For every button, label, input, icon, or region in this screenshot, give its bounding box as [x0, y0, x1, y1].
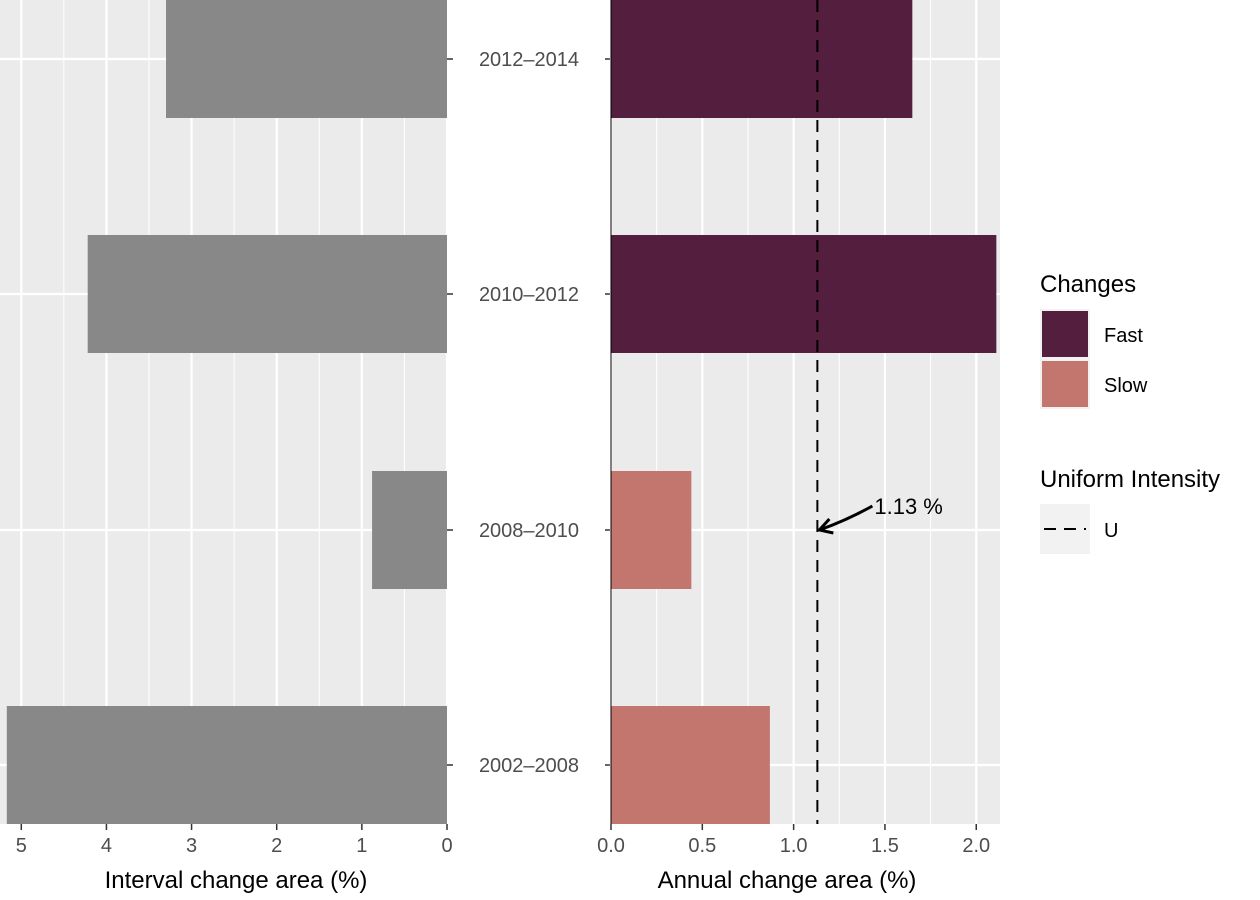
left-x-tick-label: 3	[186, 835, 197, 857]
left-x-axis: 5 4 3 2 1 0	[16, 824, 453, 857]
legend-label-uniform: U	[1104, 520, 1118, 542]
y-tick-label-2008-2010: 2008–2010	[479, 520, 579, 542]
left-x-tick-label: 1	[356, 835, 367, 857]
legend-swatch-fast	[1042, 311, 1088, 357]
y-tick-label-2010-2012: 2010–2012	[479, 284, 579, 306]
y-axis-labels: 2012–2014 2010–2012 2008–2010 2002–2008	[447, 49, 611, 777]
left-bars	[6, 0, 447, 824]
uniform-intensity-annotation: 1.13 %	[874, 494, 943, 519]
right-x-tick-label: 1.0	[780, 835, 808, 857]
y-tick-label-2002-2008: 2002–2008	[479, 755, 579, 777]
right-x-tick-label: 0.0	[597, 835, 625, 857]
left-panel: 5 4 3 2 1 0 Interval change area (%)	[0, 0, 453, 894]
right-bar-2010-2012	[611, 235, 997, 353]
left-panel-background	[0, 0, 447, 824]
left-bar-2012-2014	[166, 0, 447, 118]
y-tick-label-2012-2014: 2012–2014	[479, 49, 579, 71]
legend-label-slow: Slow	[1104, 375, 1148, 397]
left-bar-2002-2008	[6, 706, 447, 824]
right-x-axis: 0.0 0.5 1.0 1.5 2.0	[597, 824, 990, 857]
left-x-tick-label: 5	[16, 835, 27, 857]
legend-swatch-slow	[1042, 361, 1088, 407]
legend-changes-title: Changes	[1040, 271, 1136, 298]
left-bar-2008-2010	[372, 471, 447, 589]
right-panel-background	[611, 0, 1000, 824]
left-x-tick-label: 0	[441, 835, 452, 857]
left-x-tick-label: 2	[271, 835, 282, 857]
left-bar-2010-2012	[87, 235, 447, 353]
right-bar-2008-2010	[611, 471, 692, 589]
left-x-axis-title: Interval change area (%)	[105, 867, 368, 894]
legend-label-fast: Fast	[1104, 325, 1143, 347]
right-x-axis-title: Annual change area (%)	[658, 867, 917, 894]
right-bar-2012-2014	[611, 0, 913, 118]
right-x-tick-label: 2.0	[962, 835, 990, 857]
annotation-arrow	[818, 504, 874, 532]
right-x-tick-label: 1.5	[871, 835, 899, 857]
legend-uniform-title: Uniform Intensity	[1040, 466, 1220, 493]
right-bars	[611, 0, 997, 824]
right-bar-2002-2008	[611, 706, 770, 824]
right-x-tick-label: 0.5	[688, 835, 716, 857]
left-x-tick-label: 4	[101, 835, 112, 857]
legend: Changes Fast Slow Uniform Intensity U	[1040, 271, 1220, 554]
annotation-arrowhead	[816, 517, 834, 535]
right-panel: 1.13 % 0.0 0.5 1.0 1.5 2.0 Annual change are…	[597, 0, 1000, 894]
